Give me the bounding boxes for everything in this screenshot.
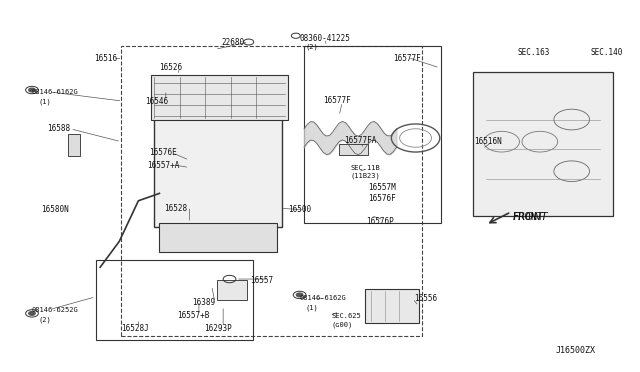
Text: 16389: 16389	[193, 298, 216, 307]
Text: 16576F: 16576F	[369, 195, 396, 203]
Text: (2): (2)	[306, 44, 319, 51]
Bar	[339, 144, 368, 155]
Bar	[365, 289, 419, 323]
Text: (ɢ00): (ɢ00)	[332, 321, 353, 328]
Circle shape	[296, 293, 303, 297]
Text: 16577F: 16577F	[323, 96, 351, 105]
Text: FRONT: FRONT	[513, 212, 548, 222]
Text: SEC.163: SEC.163	[518, 48, 550, 57]
Text: (2): (2)	[38, 317, 51, 323]
Text: SEC.625: SEC.625	[332, 313, 361, 319]
Text: 16577FA: 16577FA	[344, 137, 376, 145]
Text: 16516N: 16516N	[474, 137, 502, 146]
Text: 16580N: 16580N	[41, 205, 68, 215]
Text: FRONT: FRONT	[513, 212, 544, 222]
Text: 16576E: 16576E	[149, 148, 177, 157]
Text: J16500ZX: J16500ZX	[556, 346, 596, 355]
Text: 08146-6162G: 08146-6162G	[32, 89, 79, 95]
Text: 16557: 16557	[250, 276, 273, 285]
Text: 08360-41225: 08360-41225	[300, 34, 351, 43]
Text: 16576P: 16576P	[367, 217, 394, 225]
Text: 16546: 16546	[145, 97, 168, 106]
Bar	[159, 223, 277, 253]
Text: (1): (1)	[38, 99, 51, 105]
Text: 16557+A: 16557+A	[147, 161, 179, 170]
Text: 16528J: 16528J	[121, 324, 149, 333]
Bar	[304, 46, 441, 223]
Bar	[121, 46, 422, 336]
Text: 16557M: 16557M	[369, 183, 396, 192]
Text: 08146-6162G: 08146-6162G	[300, 295, 346, 301]
Bar	[96, 260, 253, 340]
Bar	[151, 75, 288, 119]
Text: 16556: 16556	[414, 294, 437, 303]
Text: 16557+B: 16557+B	[177, 311, 209, 320]
Text: 16577F: 16577F	[394, 54, 421, 63]
Bar	[154, 90, 282, 227]
Circle shape	[29, 88, 35, 92]
Text: 16293P: 16293P	[204, 324, 232, 333]
Text: SEC.11B: SEC.11B	[351, 165, 380, 171]
Text: SEC.140: SEC.140	[590, 48, 623, 57]
Text: 16588: 16588	[47, 124, 70, 133]
Text: 16500: 16500	[288, 205, 311, 215]
Text: 16516: 16516	[94, 54, 117, 63]
Text: (11B23): (11B23)	[351, 172, 380, 179]
Bar	[473, 71, 613, 215]
Text: (1): (1)	[306, 305, 319, 311]
Bar	[68, 134, 80, 157]
Text: 16528: 16528	[164, 203, 187, 213]
Text: 08146-6252G: 08146-6252G	[32, 307, 79, 313]
Text: 16526: 16526	[159, 63, 182, 72]
Bar	[217, 280, 247, 301]
Text: 22680: 22680	[221, 38, 244, 46]
Circle shape	[29, 311, 35, 315]
